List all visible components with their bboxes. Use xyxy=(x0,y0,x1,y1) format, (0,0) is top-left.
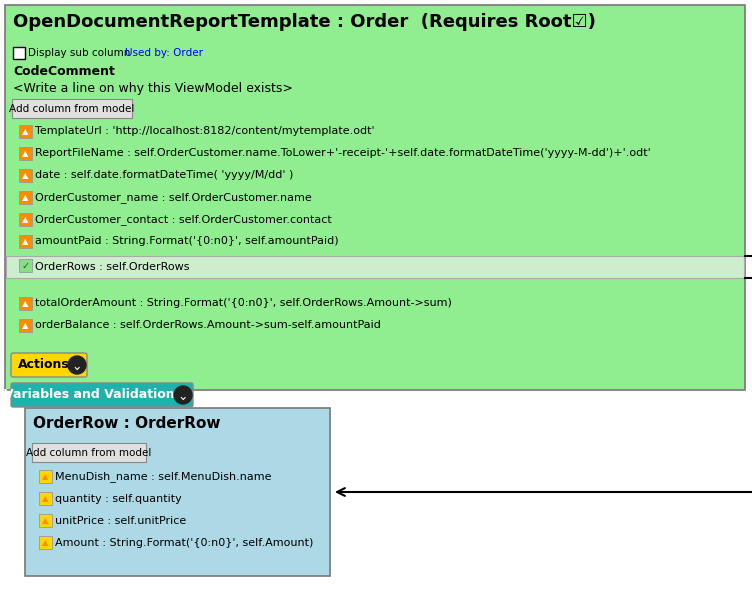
FancyBboxPatch shape xyxy=(32,443,146,462)
FancyBboxPatch shape xyxy=(39,492,52,505)
Text: ✓: ✓ xyxy=(22,261,29,270)
Text: ▲: ▲ xyxy=(42,538,49,547)
FancyBboxPatch shape xyxy=(39,536,52,549)
FancyBboxPatch shape xyxy=(19,147,32,160)
FancyBboxPatch shape xyxy=(19,259,32,272)
FancyBboxPatch shape xyxy=(19,191,32,204)
Text: ▲: ▲ xyxy=(23,215,29,224)
FancyBboxPatch shape xyxy=(11,383,193,407)
Text: OrderRows : self.OrderRows: OrderRows : self.OrderRows xyxy=(35,262,190,272)
Text: Display sub column: Display sub column xyxy=(28,48,130,58)
FancyBboxPatch shape xyxy=(13,47,25,59)
Text: OrderCustomer_name : self.OrderCustomer.name: OrderCustomer_name : self.OrderCustomer.… xyxy=(35,192,312,203)
Text: totalOrderAmount : String.Format('{0:n0}', self.OrderRows.Amount->sum): totalOrderAmount : String.Format('{0:n0}… xyxy=(35,299,452,308)
Text: Amount : String.Format('{0:n0}', self.Amount): Amount : String.Format('{0:n0}', self.Am… xyxy=(55,538,314,548)
Text: Used by: Order: Used by: Order xyxy=(125,48,203,58)
Text: OpenDocumentReportTemplate : Order  (Requires Root☑): OpenDocumentReportTemplate : Order (Requ… xyxy=(13,13,596,31)
Text: ▲: ▲ xyxy=(23,171,29,180)
Circle shape xyxy=(174,386,192,404)
Text: ▲: ▲ xyxy=(42,516,49,525)
FancyBboxPatch shape xyxy=(25,408,330,576)
Text: ▲: ▲ xyxy=(42,472,49,481)
Text: ▲: ▲ xyxy=(23,127,29,136)
Circle shape xyxy=(68,356,86,374)
FancyBboxPatch shape xyxy=(39,470,52,483)
Text: Actions: Actions xyxy=(18,359,70,371)
Text: ⌄: ⌄ xyxy=(177,390,188,403)
FancyBboxPatch shape xyxy=(12,99,132,118)
Text: orderBalance : self.OrderRows.Amount->sum-self.amountPaid: orderBalance : self.OrderRows.Amount->su… xyxy=(35,321,381,330)
Text: unitPrice : self.unitPrice: unitPrice : self.unitPrice xyxy=(55,516,186,526)
FancyBboxPatch shape xyxy=(11,353,87,377)
Text: ▲: ▲ xyxy=(23,237,29,246)
FancyBboxPatch shape xyxy=(19,169,32,182)
Text: Add column from model: Add column from model xyxy=(26,447,152,457)
FancyBboxPatch shape xyxy=(19,297,32,310)
Text: Add column from model: Add column from model xyxy=(9,103,135,113)
Text: CodeComment: CodeComment xyxy=(13,65,115,78)
FancyBboxPatch shape xyxy=(19,319,32,332)
FancyBboxPatch shape xyxy=(19,125,32,138)
Text: OrderCustomer_contact : self.OrderCustomer.contact: OrderCustomer_contact : self.OrderCustom… xyxy=(35,214,332,225)
FancyBboxPatch shape xyxy=(5,5,745,390)
FancyBboxPatch shape xyxy=(19,235,32,248)
Text: ⌄: ⌄ xyxy=(71,359,82,372)
Text: ▲: ▲ xyxy=(23,321,29,330)
Text: ▲: ▲ xyxy=(23,299,29,308)
FancyBboxPatch shape xyxy=(6,256,744,278)
Text: Variables and Validations: Variables and Validations xyxy=(4,388,182,402)
Text: ReportFileName : self.OrderCustomer.name.ToLower+'-receipt-'+self.date.formatDat: ReportFileName : self.OrderCustomer.name… xyxy=(35,148,650,159)
Text: quantity : self.quantity: quantity : self.quantity xyxy=(55,494,182,504)
Text: amountPaid : String.Format('{0:n0}', self.amountPaid): amountPaid : String.Format('{0:n0}', sel… xyxy=(35,236,338,247)
Text: OrderRow : OrderRow: OrderRow : OrderRow xyxy=(33,416,220,431)
FancyBboxPatch shape xyxy=(39,514,52,527)
FancyBboxPatch shape xyxy=(19,213,32,226)
Text: ▲: ▲ xyxy=(42,494,49,503)
Text: date : self.date.formatDateTime( 'yyyy/M/dd' ): date : self.date.formatDateTime( 'yyyy/M… xyxy=(35,170,293,181)
Text: ▲: ▲ xyxy=(23,149,29,158)
Text: TemplateUrl : 'http://localhost:8182/content/mytemplate.odt': TemplateUrl : 'http://localhost:8182/con… xyxy=(35,127,374,137)
Text: <Write a line on why this ViewModel exists>: <Write a line on why this ViewModel exis… xyxy=(13,82,293,95)
Text: MenuDish_name : self.MenuDish.name: MenuDish_name : self.MenuDish.name xyxy=(55,471,271,482)
Text: ▲: ▲ xyxy=(23,193,29,202)
